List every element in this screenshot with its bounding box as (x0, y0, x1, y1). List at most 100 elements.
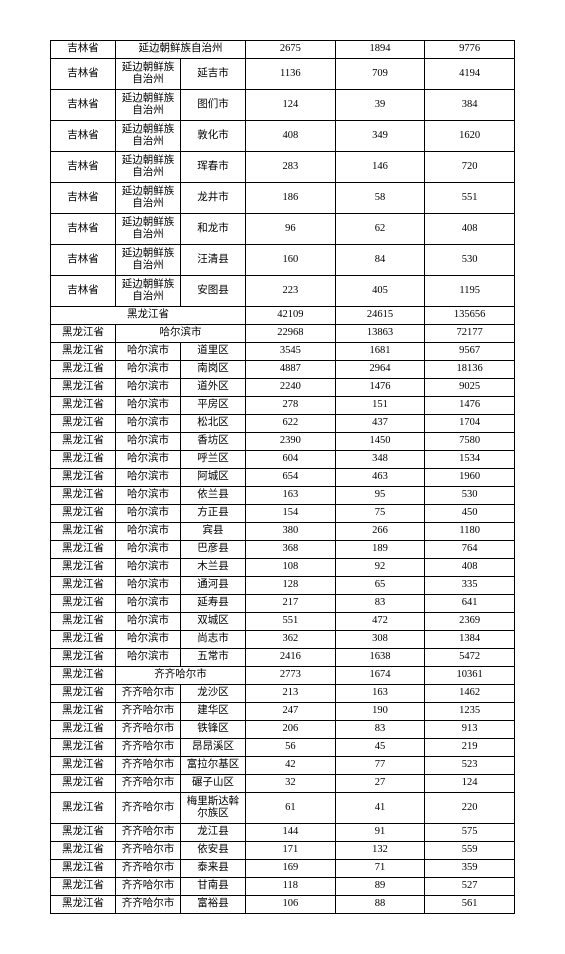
table-cell: 408 (246, 121, 336, 152)
table-cell: 巴彦县 (181, 541, 246, 559)
table-cell: 黑龙江省 (51, 487, 116, 505)
table-row: 黑龙江省齐齐哈尔市龙沙区2131631462 (51, 685, 515, 703)
table-row: 吉林省延边朝鲜族自治州汪清县16084530 (51, 245, 515, 276)
table-cell: 昂昂溪区 (181, 739, 246, 757)
table-cell: 62 (335, 214, 425, 245)
table-cell: 黑龙江省 (51, 721, 116, 739)
table-cell: 10361 (425, 667, 515, 685)
table-cell: 哈尔滨市 (116, 631, 181, 649)
table-row: 黑龙江省齐齐哈尔市梅里斯达斡尔族区6141220 (51, 793, 515, 824)
table-cell: 42 (246, 757, 336, 775)
table-cell: 75 (335, 505, 425, 523)
table-cell: 32 (246, 775, 336, 793)
table-cell: 77 (335, 757, 425, 775)
table-cell: 黑龙江省 (51, 505, 116, 523)
table-cell: 哈尔滨市 (116, 613, 181, 631)
table-cell: 135656 (425, 307, 515, 325)
table-cell: 齐齐哈尔市 (116, 721, 181, 739)
table-cell: 哈尔滨市 (116, 379, 181, 397)
table-cell: 720 (425, 152, 515, 183)
table-cell: 65 (335, 577, 425, 595)
table-cell: 黑龙江省 (51, 433, 116, 451)
table-cell: 561 (425, 896, 515, 914)
table-cell: 146 (335, 152, 425, 183)
table-row: 黑龙江省哈尔滨市宾县3802661180 (51, 523, 515, 541)
table-cell: 建华区 (181, 703, 246, 721)
table-cell: 图们市 (181, 90, 246, 121)
table-cell: 哈尔滨市 (116, 505, 181, 523)
table-cell: 106 (246, 896, 336, 914)
table-row: 黑龙江省哈尔滨市木兰县10892408 (51, 559, 515, 577)
table-cell: 尚志市 (181, 631, 246, 649)
table-cell: 哈尔滨市 (116, 343, 181, 361)
table-cell: 1638 (335, 649, 425, 667)
table-cell: 黑龙江省 (51, 523, 116, 541)
table-row: 黑龙江省齐齐哈尔市泰来县16971359 (51, 860, 515, 878)
table-row: 黑龙江省哈尔滨市229681386372177 (51, 325, 515, 343)
table-cell: 齐齐哈尔市 (116, 860, 181, 878)
table-cell: 641 (425, 595, 515, 613)
table-cell: 甘南县 (181, 878, 246, 896)
table-row: 吉林省延边朝鲜族自治州龙井市18658551 (51, 183, 515, 214)
table-cell: 472 (335, 613, 425, 631)
table-row: 黑龙江省哈尔滨市通河县12865335 (51, 577, 515, 595)
table-cell: 延边朝鲜族自治州 (116, 41, 246, 59)
table-cell: 13863 (335, 325, 425, 343)
table-cell: 186 (246, 183, 336, 214)
table-cell: 敦化市 (181, 121, 246, 152)
table-cell: 黑龙江省 (51, 559, 116, 577)
table-cell: 124 (425, 775, 515, 793)
table-cell: 213 (246, 685, 336, 703)
table-cell: 1384 (425, 631, 515, 649)
table-cell: 2390 (246, 433, 336, 451)
table-cell: 齐齐哈尔市 (116, 703, 181, 721)
table-cell: 604 (246, 451, 336, 469)
table-row: 黑龙江省哈尔滨市平房区2781511476 (51, 397, 515, 415)
table-cell: 1195 (425, 276, 515, 307)
table-cell: 2240 (246, 379, 336, 397)
table-cell: 1462 (425, 685, 515, 703)
table-cell: 南岗区 (181, 361, 246, 379)
table-cell: 齐齐哈尔市 (116, 757, 181, 775)
table-cell: 709 (335, 59, 425, 90)
table-cell: 1894 (335, 41, 425, 59)
table-cell: 171 (246, 842, 336, 860)
table-cell: 189 (335, 541, 425, 559)
table-cell: 362 (246, 631, 336, 649)
table-cell: 哈尔滨市 (116, 487, 181, 505)
table-cell: 延边朝鲜族自治州 (116, 152, 181, 183)
table-cell: 163 (335, 685, 425, 703)
table-cell: 五常市 (181, 649, 246, 667)
table-cell: 61 (246, 793, 336, 824)
table-cell: 217 (246, 595, 336, 613)
table-cell: 45 (335, 739, 425, 757)
table-cell: 95 (335, 487, 425, 505)
data-table: 吉林省延边朝鲜族自治州267518949776吉林省延边朝鲜族自治州延吉市113… (50, 40, 515, 914)
table-cell: 木兰县 (181, 559, 246, 577)
table-cell: 108 (246, 559, 336, 577)
table-cell: 18136 (425, 361, 515, 379)
table-row: 吉林省延边朝鲜族自治州敦化市4083491620 (51, 121, 515, 152)
table-cell: 559 (425, 842, 515, 860)
table-cell: 9776 (425, 41, 515, 59)
table-row: 黑龙江省齐齐哈尔市富拉尔基区4277523 (51, 757, 515, 775)
table-cell: 190 (335, 703, 425, 721)
table-cell: 551 (246, 613, 336, 631)
table-cell: 延边朝鲜族自治州 (116, 276, 181, 307)
table-cell: 黑龙江省 (51, 307, 246, 325)
table-cell: 437 (335, 415, 425, 433)
table-cell: 齐齐哈尔市 (116, 896, 181, 914)
table-row: 黑龙江省齐齐哈尔市甘南县11889527 (51, 878, 515, 896)
table-cell: 349 (335, 121, 425, 152)
table-cell: 吉林省 (51, 245, 116, 276)
table-cell: 551 (425, 183, 515, 214)
table-cell: 龙沙区 (181, 685, 246, 703)
table-cell: 黑龙江省 (51, 469, 116, 487)
table-cell: 黑龙江省 (51, 613, 116, 631)
table-cell: 1681 (335, 343, 425, 361)
table-cell: 24615 (335, 307, 425, 325)
table-row: 黑龙江省齐齐哈尔市龙江县14491575 (51, 824, 515, 842)
table-cell: 吉林省 (51, 183, 116, 214)
table-cell: 黑龙江省 (51, 343, 116, 361)
table-row: 黑龙江省哈尔滨市延寿县21783641 (51, 595, 515, 613)
